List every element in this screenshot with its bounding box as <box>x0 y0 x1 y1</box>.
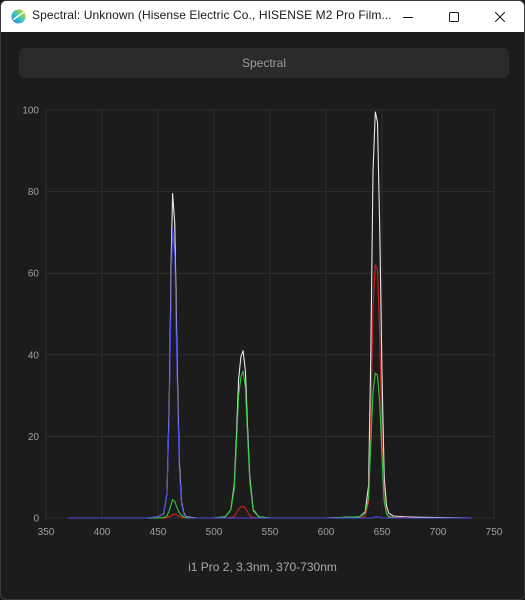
x-tick-label: 350 <box>38 527 55 538</box>
app-logo-icon <box>11 9 26 24</box>
title-bar[interactable]: Spectral: Unknown (Hisense Electric Co.,… <box>1 1 524 32</box>
x-tick-label: 500 <box>206 527 223 538</box>
spectral-chart: 350 400 450 500 550 600 650 700 750 0 20 40 60 80 100 <box>22 106 503 539</box>
y-tick-label: 0 <box>33 514 39 525</box>
x-tick-label: 700 <box>430 527 447 538</box>
series-line-blue <box>68 227 472 519</box>
series-line-white <box>68 111 472 519</box>
instrument-caption: i1 Pro 2, 3.3nm, 370-730nm <box>188 560 337 574</box>
minimize-button[interactable] <box>385 1 431 32</box>
y-tick-label: 100 <box>22 106 39 117</box>
close-icon <box>495 11 505 22</box>
x-tick-label: 650 <box>374 527 391 538</box>
y-tick-label: 60 <box>28 269 40 280</box>
y-tick-label: 40 <box>28 350 40 361</box>
close-button[interactable] <box>477 1 523 32</box>
x-tick-label: 600 <box>318 527 335 538</box>
y-tick-label: 20 <box>28 432 40 443</box>
maximize-button[interactable] <box>431 1 477 32</box>
y-tick-label: 80 <box>28 187 40 198</box>
maximize-icon <box>449 11 459 22</box>
tab-spectral[interactable]: Spectral <box>19 48 509 78</box>
x-tick-label: 750 <box>486 527 503 538</box>
minimize-icon <box>403 16 413 18</box>
window-title: Spectral: Unknown (Hisense Electric Co.,… <box>32 8 392 22</box>
tab-spectral-label: Spectral <box>241 56 287 70</box>
x-tick-label: 550 <box>262 527 279 538</box>
series-line-red <box>68 264 472 519</box>
x-tick-label: 450 <box>150 527 167 538</box>
series-line-green <box>68 370 472 519</box>
x-tick-label: 400 <box>94 527 111 538</box>
